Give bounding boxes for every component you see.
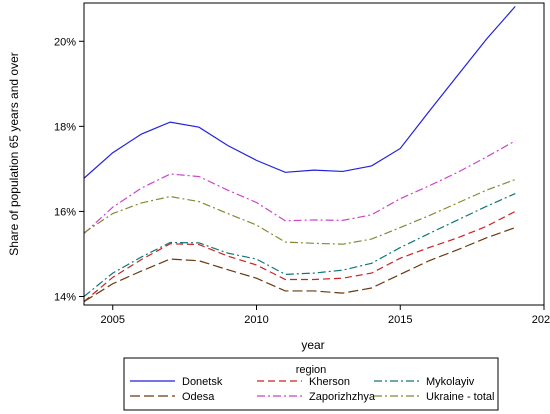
- legend-label-ukraine-total: Ukraine - total: [426, 391, 494, 403]
- x-axis-title: year: [301, 338, 324, 352]
- x-tick-label: 2010: [244, 314, 268, 326]
- x-tick-label: 2020: [532, 314, 550, 326]
- plot-area-frame: [83, 2, 545, 306]
- y-tick-label: 14%: [54, 291, 76, 303]
- x-axis: 2005 2010 2015 2020: [101, 305, 550, 326]
- legend-label-donetsk: Donetsk: [182, 376, 223, 388]
- series-line-mykolayiv: [83, 193, 516, 297]
- legend-label-zaporizhzhya: Zaporizhzhya: [309, 391, 376, 403]
- y-tick-label: 20%: [54, 36, 76, 48]
- y-tick-label: 18%: [54, 121, 76, 133]
- legend-label-odesa: Odesa: [182, 391, 215, 403]
- legend-box: [123, 357, 499, 411]
- x-tick-label: 2005: [101, 314, 125, 326]
- legend-title: region: [296, 364, 327, 376]
- y-axis: 14% 16% 18% 20%: [54, 36, 84, 303]
- x-tick-label: 2015: [388, 314, 412, 326]
- series-line-odesa: [83, 227, 516, 303]
- y-tick-label: 16%: [54, 206, 76, 218]
- legend-label-kherson: Kherson: [309, 376, 350, 388]
- series-line-donetsk: [83, 6, 516, 179]
- plot-lines: [83, 6, 516, 303]
- y-axis-title: Share of population 65 years and over: [7, 52, 21, 255]
- legend-items: Donetsk Kherson Mykolayiv Odesa Zaporizhzhya…: [130, 376, 494, 403]
- legend-label-mykolayiv: Mykolayiv: [426, 376, 475, 388]
- series-line-kherson: [83, 210, 516, 303]
- legend: region Donetsk Kherson Mykolayiv Odesa Zapor…: [123, 357, 499, 411]
- series-line-zaporizhzhya: [83, 140, 516, 234]
